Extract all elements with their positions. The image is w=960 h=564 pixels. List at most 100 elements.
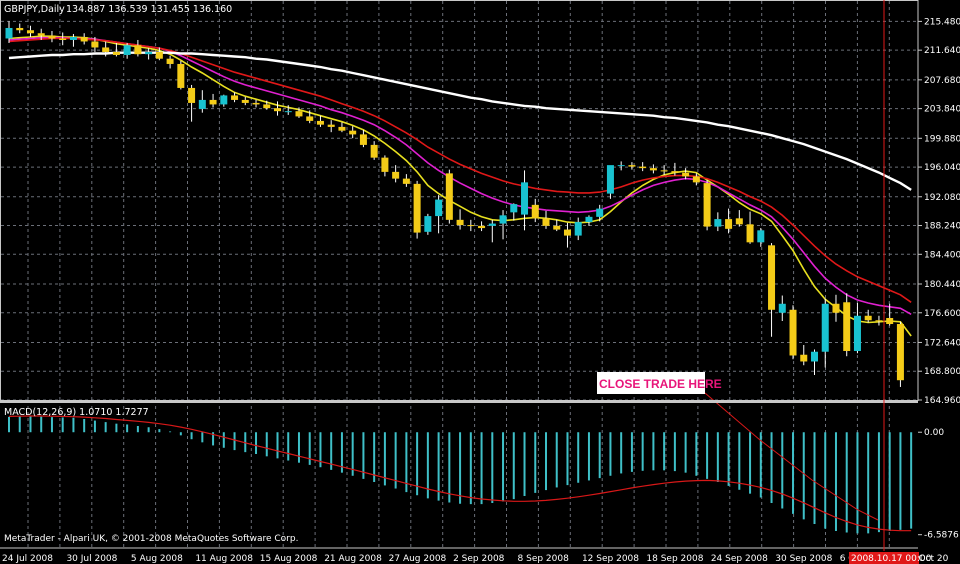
- bull-candle[interactable]: [821, 303, 829, 352]
- bear-candle[interactable]: [306, 116, 314, 121]
- bear-candle[interactable]: [177, 63, 185, 88]
- bear-candle[interactable]: [338, 126, 346, 131]
- bear-candle[interactable]: [703, 183, 711, 227]
- bear-candle[interactable]: [875, 320, 883, 322]
- bear-candle[interactable]: [768, 245, 776, 310]
- price-pane-frame: [0, 0, 919, 401]
- bear-candle[interactable]: [241, 99, 249, 103]
- bear-candle[interactable]: [896, 324, 904, 381]
- bear-candle[interactable]: [16, 27, 24, 31]
- bear-candle[interactable]: [864, 315, 872, 321]
- bear-candle[interactable]: [392, 171, 400, 179]
- bear-candle[interactable]: [359, 134, 367, 145]
- bull-candle[interactable]: [145, 51, 153, 55]
- bear-candle[interactable]: [456, 219, 464, 226]
- close-trade-annotation: CLOSE TRADE HERE: [597, 372, 722, 394]
- bull-candle[interactable]: [853, 315, 861, 351]
- time-axis-tick-label: 10 Oct 20: [904, 554, 948, 564]
- bull-candle[interactable]: [69, 36, 77, 40]
- bull-candle[interactable]: [220, 95, 228, 105]
- price-axis-tick-label: 203.840: [924, 105, 960, 115]
- price-axis-tick-label: 207.680: [924, 76, 960, 86]
- bear-candle[interactable]: [886, 318, 894, 325]
- bear-candle[interactable]: [843, 302, 851, 351]
- bull-candle[interactable]: [617, 165, 625, 167]
- bear-candle[interactable]: [134, 45, 142, 55]
- time-axis-tick-label: 30 Jul 2008: [66, 554, 117, 564]
- bear-candle[interactable]: [746, 224, 754, 243]
- bull-candle[interactable]: [488, 223, 496, 226]
- price-candles[interactable]: [5, 21, 904, 387]
- bull-candle[interactable]: [284, 111, 292, 113]
- bull-candle[interactable]: [521, 182, 529, 215]
- bear-candle[interactable]: [800, 354, 808, 362]
- bear-candle[interactable]: [692, 176, 700, 183]
- bear-candle[interactable]: [80, 36, 88, 42]
- bear-candle[interactable]: [48, 35, 56, 39]
- bear-candle[interactable]: [553, 225, 561, 230]
- bear-candle[interactable]: [102, 47, 110, 52]
- bear-candle[interactable]: [789, 309, 797, 356]
- bear-candle[interactable]: [316, 120, 324, 125]
- bull-candle[interactable]: [757, 230, 765, 243]
- bear-candle[interactable]: [112, 51, 120, 55]
- bull-candle[interactable]: [574, 222, 582, 236]
- bull-candle[interactable]: [596, 208, 604, 217]
- bear-candle[interactable]: [445, 173, 453, 220]
- bear-candle[interactable]: [231, 95, 239, 100]
- bear-candle[interactable]: [263, 104, 271, 109]
- bull-candle[interactable]: [778, 303, 786, 313]
- bear-candle[interactable]: [478, 225, 486, 229]
- bull-candle[interactable]: [5, 27, 13, 39]
- bull-candle[interactable]: [424, 216, 432, 232]
- bull-candle[interactable]: [123, 45, 131, 55]
- macd-label: MACD(12,26,9) 1.0710 1.7277: [4, 407, 149, 418]
- bull-candle[interactable]: [714, 219, 722, 227]
- bear-candle[interactable]: [413, 183, 421, 233]
- bull-candle[interactable]: [510, 204, 518, 213]
- bear-candle[interactable]: [381, 157, 389, 172]
- bear-candle[interactable]: [649, 168, 657, 171]
- bull-candle[interactable]: [585, 216, 593, 223]
- bear-candle[interactable]: [252, 102, 260, 105]
- price-axis-tick-label: 184.400: [924, 250, 960, 260]
- price-axis-tick-label: 188.240: [924, 222, 960, 232]
- bull-candle[interactable]: [198, 99, 206, 109]
- bear-candle[interactable]: [467, 225, 475, 227]
- bull-candle[interactable]: [606, 165, 614, 194]
- macd-axis-tick-label: -6.5876: [924, 531, 959, 541]
- bear-candle[interactable]: [563, 229, 571, 236]
- bear-candle[interactable]: [370, 144, 378, 158]
- bull-candle[interactable]: [435, 199, 443, 217]
- bear-candle[interactable]: [26, 30, 34, 34]
- macd-indicator[interactable]: [8, 392, 913, 534]
- bear-candle[interactable]: [274, 108, 281, 112]
- bear-candle[interactable]: [91, 41, 99, 48]
- bear-candle[interactable]: [166, 58, 174, 64]
- bear-candle[interactable]: [531, 204, 539, 219]
- bear-candle[interactable]: [542, 218, 550, 226]
- bear-candle[interactable]: [682, 172, 690, 177]
- bear-candle[interactable]: [295, 111, 303, 117]
- bear-candle[interactable]: [402, 178, 410, 184]
- price-axis-tick-label: 168.800: [924, 367, 960, 377]
- bear-candle[interactable]: [832, 303, 840, 313]
- bear-candle[interactable]: [155, 51, 163, 59]
- bear-candle[interactable]: [327, 124, 335, 127]
- bear-candle[interactable]: [725, 219, 733, 229]
- bear-candle[interactable]: [671, 171, 679, 173]
- bear-candle[interactable]: [188, 87, 196, 103]
- bear-candle[interactable]: [209, 99, 217, 105]
- bear-candle[interactable]: [660, 170, 668, 172]
- bear-candle[interactable]: [37, 33, 45, 36]
- time-axis-tick-label: 15 Aug 2008: [260, 554, 318, 564]
- bull-candle[interactable]: [811, 351, 818, 362]
- bear-candle[interactable]: [628, 165, 636, 167]
- bear-candle[interactable]: [59, 38, 67, 40]
- bear-candle[interactable]: [349, 130, 357, 135]
- bear-candle[interactable]: [735, 218, 743, 225]
- bear-candle[interactable]: [639, 166, 647, 169]
- bull-candle[interactable]: [499, 215, 507, 224]
- time-marker: 2008.10.17 00:00: [849, 552, 932, 564]
